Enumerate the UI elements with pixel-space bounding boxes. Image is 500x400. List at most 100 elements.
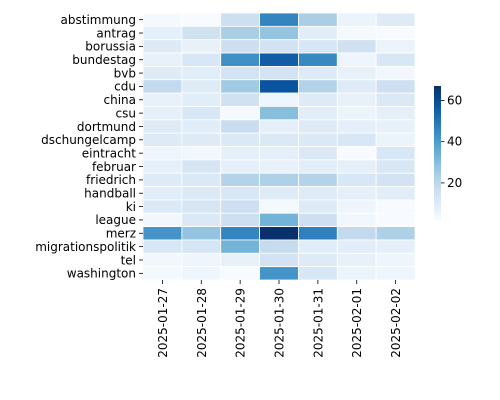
heatmap-cell xyxy=(181,226,222,241)
heatmap-cell xyxy=(336,239,377,254)
heatmap-cell xyxy=(298,159,338,174)
heatmap-cell xyxy=(336,212,377,228)
heatmap-cell xyxy=(259,212,299,228)
heatmap-cell xyxy=(298,66,338,81)
heatmap-cell xyxy=(142,239,183,254)
heatmap-cell xyxy=(298,172,338,187)
heatmap-cell xyxy=(298,132,338,147)
heatmap-cell xyxy=(298,119,338,134)
heatmap-cell xyxy=(259,25,299,41)
heatmap-cell xyxy=(298,199,338,214)
heatmap-cell xyxy=(259,52,299,67)
heatmap-cell xyxy=(181,119,222,134)
heatmap-cell xyxy=(336,132,377,147)
heatmap-cell xyxy=(259,92,299,107)
heatmap-cell xyxy=(181,146,222,161)
heatmap-cell xyxy=(181,52,222,67)
heatmap-cell xyxy=(259,106,299,121)
heatmap-cell xyxy=(298,106,338,121)
row-label: februar xyxy=(92,160,136,174)
heatmap-cell xyxy=(375,92,416,107)
row-label: washington xyxy=(67,267,136,281)
row-label: cdu xyxy=(114,80,136,94)
row-label: tel xyxy=(121,253,136,267)
heatmap-cell xyxy=(142,25,183,41)
heatmap-cell xyxy=(375,212,416,228)
heatmap-cell xyxy=(181,212,222,228)
row-label: league xyxy=(95,213,136,227)
heatmap-cell xyxy=(259,186,299,201)
heatmap-cell xyxy=(142,172,183,187)
heatmap-cell xyxy=(181,66,222,81)
row-label: dortmund xyxy=(77,120,136,134)
heatmap-cell xyxy=(259,159,299,174)
heatmap-cell xyxy=(220,119,260,134)
column-label: 2025-01-31 xyxy=(311,288,325,358)
heatmap-cell xyxy=(259,119,299,134)
heatmap-cell xyxy=(259,79,299,94)
heatmap-cell xyxy=(375,132,416,147)
heatmap-cell xyxy=(375,66,416,81)
heatmap-cell xyxy=(142,252,183,268)
heatmap-cell xyxy=(336,226,377,241)
row-label: ki xyxy=(126,200,136,214)
heatmap-cell xyxy=(259,199,299,214)
heatmap-cell xyxy=(181,159,222,174)
heatmap-cell xyxy=(142,226,183,241)
heatmap-cell xyxy=(220,212,260,228)
heatmap-cell xyxy=(142,212,183,228)
heatmap-cell xyxy=(298,92,338,107)
row-labels: abstimmungantragborussiabundestagbvbcduc… xyxy=(35,13,143,281)
heatmap-cell xyxy=(220,66,260,81)
heatmap-cell xyxy=(336,52,377,67)
heatmap-cell xyxy=(220,106,260,121)
row-label: dschungelcamp xyxy=(41,133,136,147)
heatmap-cell xyxy=(259,226,299,241)
heatmap-cell xyxy=(336,12,377,27)
heatmap-cell xyxy=(298,12,338,27)
heatmap-cell xyxy=(259,12,299,27)
heatmap-cell xyxy=(142,106,183,121)
colorbar-tick-label: 40 xyxy=(447,135,462,149)
heatmap-cell xyxy=(220,25,260,41)
heatmap-cell xyxy=(220,199,260,214)
heatmap-cell xyxy=(220,12,260,27)
heatmap-cell xyxy=(142,186,183,201)
column-label: 2025-01-29 xyxy=(234,288,248,358)
heatmap-cell xyxy=(336,199,377,214)
heatmap-cell xyxy=(181,132,222,147)
heatmap-cell xyxy=(220,239,260,254)
column-label: 2025-02-02 xyxy=(389,288,403,358)
heatmap-cell xyxy=(336,119,377,134)
heatmap-cell xyxy=(336,92,377,107)
heatmap-cell xyxy=(375,226,416,241)
column-labels: 2025-01-27 2025-01-28 2025-01-29 2025-01-30… xyxy=(156,280,403,358)
heatmap-cell xyxy=(220,226,260,241)
heatmap-cell xyxy=(220,159,260,174)
heatmap-cell xyxy=(220,252,260,268)
heatmap-cell xyxy=(181,199,222,214)
heatmap-cell xyxy=(298,226,338,241)
heatmap-cells xyxy=(142,12,416,281)
heatmap-cell xyxy=(220,39,260,54)
heatmap-cell xyxy=(298,186,338,201)
heatmap-cell xyxy=(298,25,338,41)
colorbar: 20 40 60 xyxy=(434,86,462,220)
heatmap-cell xyxy=(375,146,416,161)
heatmap-cell xyxy=(220,146,260,161)
row-label: handball xyxy=(84,187,136,201)
row-label: borussia xyxy=(85,40,136,54)
heatmap-cell xyxy=(375,39,416,54)
heatmap-cell xyxy=(336,79,377,94)
heatmap-cell xyxy=(220,92,260,107)
heatmap-cell xyxy=(181,252,222,268)
heatmap-cell xyxy=(298,252,338,268)
heatmap-cell xyxy=(375,12,416,27)
row-label: bundestag xyxy=(72,53,136,67)
heatmap-cell xyxy=(336,186,377,201)
row-label: china xyxy=(104,93,137,107)
heatmap-cell xyxy=(181,92,222,107)
heatmap-cell xyxy=(298,146,338,161)
column-label: 2025-01-28 xyxy=(195,288,209,358)
heatmap-cell xyxy=(142,92,183,107)
